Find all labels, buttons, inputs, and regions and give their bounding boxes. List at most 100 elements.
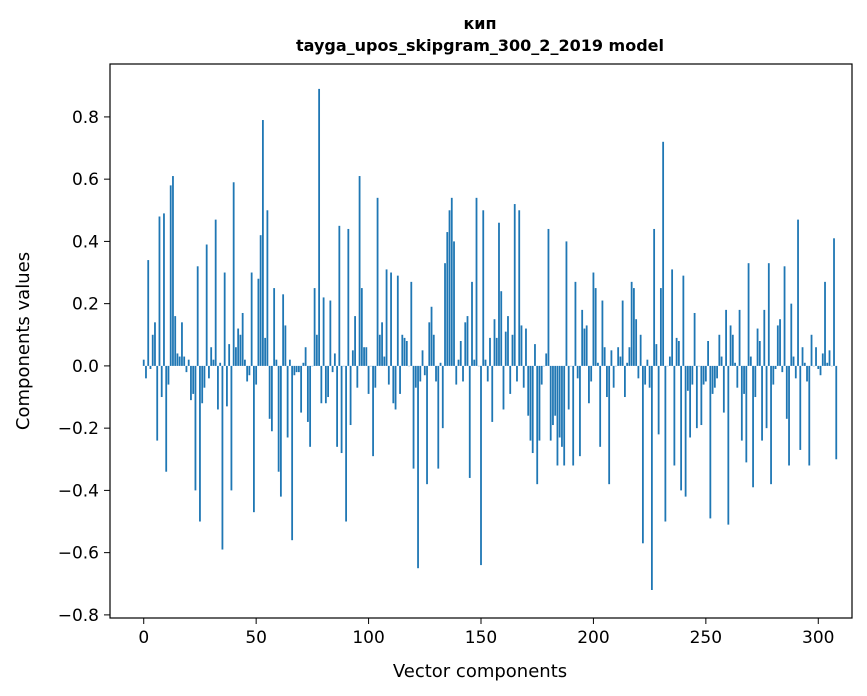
bar <box>421 350 424 366</box>
bar <box>284 325 287 366</box>
bar <box>693 312 696 366</box>
bar <box>794 365 797 379</box>
bar <box>540 365 543 385</box>
bar <box>716 365 718 379</box>
bar <box>516 365 518 382</box>
bar <box>336 365 338 447</box>
bar <box>729 325 732 366</box>
bar <box>295 365 298 373</box>
bar <box>691 365 694 385</box>
bar <box>774 365 777 370</box>
bar <box>808 365 811 466</box>
bar <box>529 365 532 441</box>
bar <box>169 185 172 366</box>
bar <box>412 365 415 469</box>
bar <box>601 300 604 366</box>
bar <box>208 365 210 379</box>
bar <box>574 281 577 366</box>
bar <box>306 365 309 422</box>
bar <box>671 269 674 366</box>
bar <box>261 120 264 366</box>
bar <box>309 365 312 447</box>
bar <box>279 365 282 497</box>
bar <box>664 365 667 522</box>
bar <box>459 341 462 366</box>
bar <box>347 228 350 366</box>
bar <box>228 344 231 366</box>
bar <box>453 241 455 366</box>
bar <box>441 365 444 429</box>
bar <box>178 356 181 366</box>
bar <box>385 269 388 366</box>
bar <box>457 359 460 366</box>
bar <box>552 365 554 426</box>
bar <box>203 365 206 388</box>
bar <box>354 316 356 366</box>
y-tick-label: 0.2 <box>72 295 99 315</box>
bar <box>718 334 721 366</box>
bar <box>644 365 647 385</box>
bar <box>268 365 271 419</box>
bar <box>522 365 525 388</box>
bar <box>378 334 381 366</box>
bar <box>797 219 799 366</box>
bar <box>677 341 680 366</box>
x-tick-label: 300 <box>802 628 834 648</box>
x-tick-label: 50 <box>245 628 267 648</box>
bar <box>581 309 584 366</box>
bar <box>219 362 222 366</box>
bar <box>579 365 581 457</box>
bar <box>792 356 795 366</box>
bar <box>588 365 590 404</box>
bar <box>731 334 734 366</box>
bar <box>621 300 624 366</box>
bar <box>363 347 365 366</box>
bar <box>351 350 354 366</box>
bar <box>318 88 321 366</box>
bar <box>713 365 716 388</box>
bar <box>641 365 644 544</box>
chart-title: кип <box>463 14 496 33</box>
bar <box>734 362 736 366</box>
bar <box>212 359 215 366</box>
bar <box>149 365 152 370</box>
bar <box>293 365 296 376</box>
bar <box>770 365 772 485</box>
bar <box>819 365 822 376</box>
bar <box>367 365 370 394</box>
bar <box>266 210 269 366</box>
bar <box>475 197 478 366</box>
bar <box>646 359 649 366</box>
bar <box>747 263 750 366</box>
bar <box>399 365 401 394</box>
bar <box>185 365 188 373</box>
bar <box>632 288 635 366</box>
bar <box>277 365 280 472</box>
y-tick-label: 0.4 <box>72 232 99 252</box>
bar <box>300 365 303 413</box>
bar <box>619 356 622 366</box>
bar <box>702 365 705 385</box>
bar <box>788 365 790 466</box>
bar <box>473 359 476 366</box>
bar <box>446 232 449 366</box>
bar <box>736 365 739 388</box>
bar <box>437 365 440 469</box>
bar <box>214 219 217 366</box>
bar <box>165 365 168 472</box>
bar <box>329 300 332 366</box>
bar <box>250 272 253 366</box>
bar <box>653 228 656 366</box>
bar <box>448 210 451 366</box>
bar <box>507 316 509 366</box>
bar <box>221 365 224 550</box>
bar <box>282 294 285 366</box>
bar <box>833 238 835 366</box>
y-tick-label: 0.6 <box>72 170 99 190</box>
bar <box>417 365 419 569</box>
bar <box>464 322 467 366</box>
bar <box>468 365 471 478</box>
bar <box>482 210 485 366</box>
bar <box>547 228 550 366</box>
